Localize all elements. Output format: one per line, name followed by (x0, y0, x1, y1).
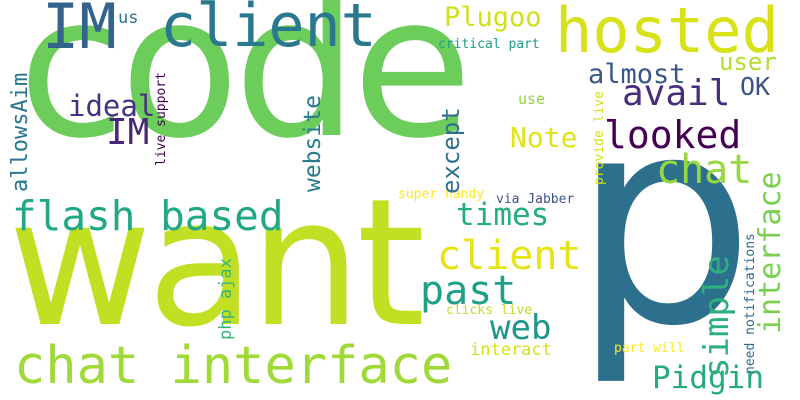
word-OK: OK (740, 72, 771, 101)
word-ideal: ideal (68, 89, 156, 123)
word-IM-top: IM (42, 0, 117, 63)
word-critical-part: critical part (438, 37, 540, 52)
word-clicks-live: clicks live (446, 303, 533, 318)
word-looked: looked (604, 113, 742, 157)
word-except: except (437, 107, 465, 194)
word-allowsAim: allowsAim (8, 72, 33, 192)
word-code: code (18, 0, 473, 182)
word-simple: simple (697, 255, 737, 378)
word-p: p (572, 54, 755, 389)
word-hosted: hosted (555, 0, 779, 67)
word-via-Jabber: via Jabber (496, 192, 575, 207)
word-provide-live: provide live (592, 91, 607, 185)
word-chat-interface: chat interface (14, 336, 453, 396)
word-website: website (300, 95, 326, 192)
word-Note: Note (510, 121, 578, 154)
word-web: web (490, 308, 552, 348)
word-avail: avail (622, 73, 731, 114)
word-Plugoo: Plugoo (444, 2, 542, 33)
word-us: us (118, 8, 139, 28)
word-need-notifications: need notifications (743, 233, 758, 374)
word-live-support: live support (154, 72, 169, 166)
word-user: user (719, 48, 777, 76)
word-flash-based: flash based (12, 192, 284, 240)
word-client-top: client (160, 0, 377, 61)
word-interact: interact (470, 340, 552, 360)
word-almost: almost (588, 59, 686, 90)
word-want: want (8, 161, 425, 366)
word-interface-vertical: interface (753, 171, 788, 334)
word-past: past (420, 268, 517, 314)
word-client-mid: client (437, 233, 582, 279)
word-php-ajax: php ajax (216, 258, 236, 340)
word-chat: chat (656, 147, 753, 193)
word-Pidgin: Pidgin (652, 360, 764, 396)
word-IM-mid: IM (106, 112, 150, 153)
word-super-handy: super handy (398, 187, 485, 202)
word-use: use (518, 90, 546, 108)
word-part-will: part will (614, 341, 685, 356)
word-times: times (456, 197, 550, 233)
